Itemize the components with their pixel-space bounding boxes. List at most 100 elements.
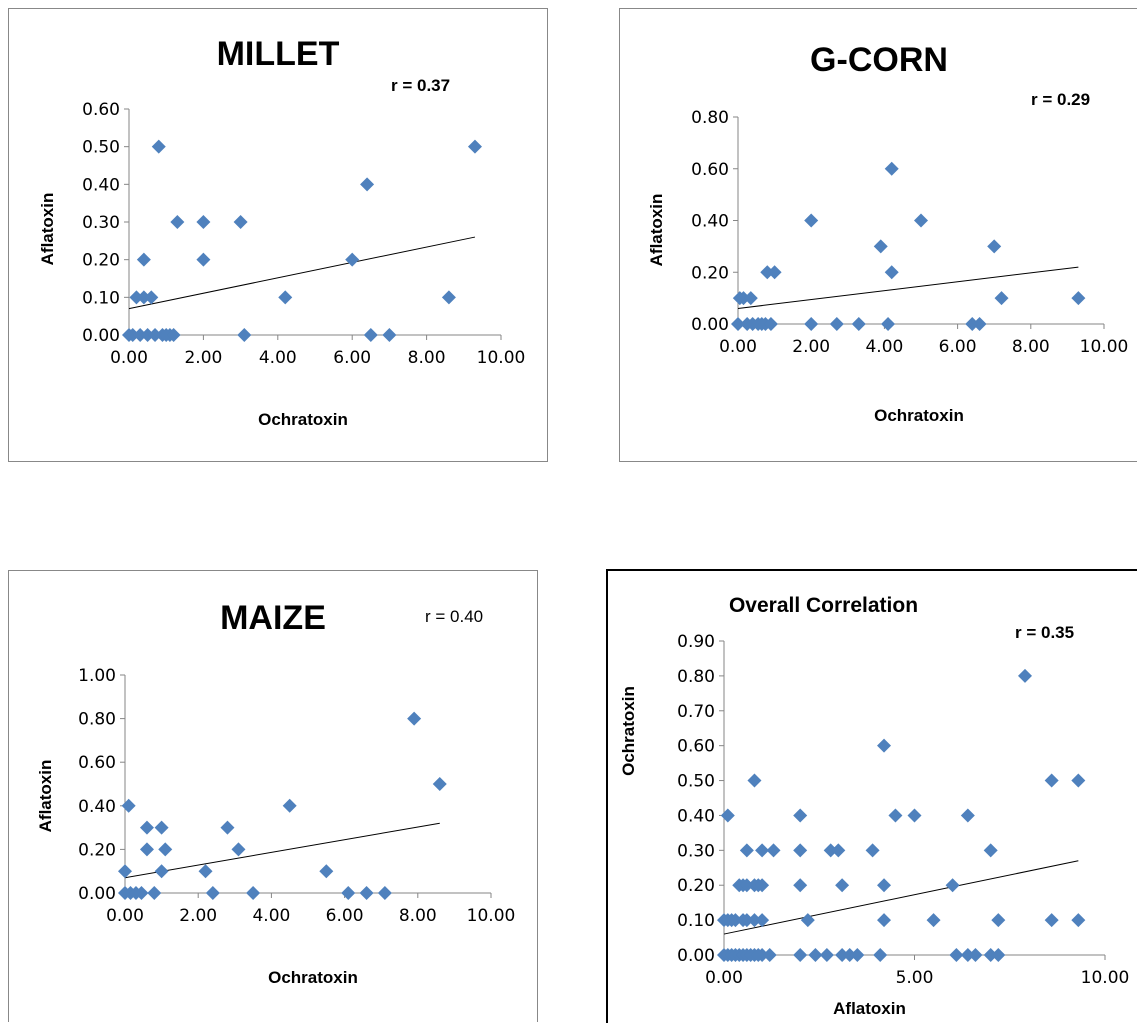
data-point-marker (804, 317, 819, 331)
y-tick-label: 0.00 (82, 326, 120, 346)
data-point-marker (196, 252, 211, 267)
y-tick-label: 0.00 (691, 315, 729, 335)
y-tick-label: 0.30 (82, 213, 120, 233)
data-point-marker (282, 798, 297, 813)
x-tick-label: 2.00 (792, 337, 830, 357)
data-point-marker (731, 317, 745, 331)
data-point-marker (760, 265, 775, 280)
data-point-marker (755, 913, 770, 928)
x-tick-label: 0.00 (106, 906, 144, 926)
data-point-marker (793, 808, 808, 823)
data-point-marker (139, 820, 154, 835)
data-point-marker (819, 948, 834, 962)
y-tick-label: 0.10 (677, 911, 715, 931)
data-point-marker (136, 290, 151, 305)
trendline (723, 860, 1079, 935)
data-point-marker (865, 843, 880, 858)
x-axis-label: Aflatoxin (833, 999, 906, 1018)
data-point-marker (842, 948, 857, 962)
chart-title: MAIZE (220, 599, 326, 637)
data-point-marker (926, 913, 941, 928)
x-tick-label: 6.00 (326, 906, 364, 926)
x-tick-label: 5.00 (896, 968, 934, 988)
data-point-marker (873, 239, 888, 254)
trendline (128, 236, 476, 310)
data-point-marker (877, 913, 892, 928)
x-tick-label: 4.00 (259, 348, 297, 368)
data-point-marker (363, 328, 378, 342)
data-point-marker (808, 948, 823, 962)
y-tick-label: 0.10 (82, 288, 120, 308)
x-tick-label: 10.00 (477, 348, 526, 368)
data-point-marker (804, 213, 819, 228)
data-point-marker (747, 913, 762, 928)
data-point-marker (965, 317, 980, 331)
data-point-marker (246, 886, 261, 900)
data-point-marker (139, 842, 154, 857)
data-point-marker (766, 843, 781, 858)
y-axis-label: Aflatoxin (38, 192, 57, 266)
data-point-marker (960, 948, 975, 962)
g-corn-chart-panel: 0.00 0.20 0.40 0.60 0.80 0.00 2.00 4.00 6.00 8.00… (619, 8, 1137, 462)
chart-title: G-CORN (810, 41, 948, 79)
data-point-marker (1071, 773, 1086, 788)
x-tick-label: 6.00 (939, 337, 977, 357)
data-point-marker (220, 820, 235, 835)
data-point-marker (736, 291, 751, 306)
data-point-marker (762, 948, 777, 962)
data-point-marker (154, 864, 169, 879)
data-point-marker (1071, 913, 1086, 928)
data-point-marker (823, 843, 838, 858)
data-point-marker (720, 808, 735, 823)
data-point-marker (831, 843, 846, 858)
data-point-marker (196, 215, 211, 229)
trendline (124, 822, 440, 879)
data-point-marker (747, 773, 762, 788)
x-axis-label: Ochratoxin (268, 968, 358, 987)
data-point-marker (972, 317, 987, 331)
data-point-marker (763, 317, 778, 331)
data-point-marker (441, 290, 456, 305)
data-point-marker (728, 913, 743, 928)
data-point-marker (983, 843, 998, 858)
x-tick-label: 10.00 (1081, 968, 1130, 988)
x-tick-label: 8.00 (399, 906, 437, 926)
data-point-marker (144, 290, 159, 305)
y-tick-label: 0.60 (82, 100, 120, 120)
data-point-marker (991, 948, 1006, 962)
data-point-marker (129, 290, 144, 305)
g-corn-scatter-plot: 0.00 0.20 0.40 0.60 0.80 0.00 2.00 4.00 6.00 8.00… (691, 108, 1128, 357)
y-tick-label: 0.80 (677, 667, 715, 687)
data-point-marker (359, 886, 374, 900)
y-tick-label: 0.30 (677, 841, 715, 861)
data-point-marker (914, 213, 928, 228)
y-tick-label: 0.50 (82, 138, 120, 158)
data-point-marker (1017, 668, 1032, 683)
maize-chart-panel: 0.00 0.20 0.40 0.60 0.80 1.00 0.00 2.00 4.00 6.00… (8, 570, 538, 1022)
trendline (737, 266, 1079, 309)
correlation-annotation: r = 0.29 (1031, 90, 1091, 109)
data-point-marker (835, 948, 850, 962)
data-point-marker (877, 738, 892, 753)
y-tick-label: 0.40 (677, 806, 715, 826)
y-axis-label: Aflatoxin (647, 193, 666, 267)
y-tick-label: 0.60 (691, 160, 729, 180)
millet-scatter-plot: 0.00 0.10 0.20 0.30 0.40 0.50 0.60 0.00 2.00 4.00… (82, 100, 526, 368)
data-point-marker (991, 913, 1006, 928)
data-point-marker (983, 948, 998, 962)
data-point-marker (994, 291, 1009, 306)
data-point-marker (278, 290, 293, 305)
y-tick-label: 0.60 (677, 737, 715, 757)
x-tick-label: 6.00 (333, 348, 371, 368)
data-point-marker (829, 317, 844, 331)
data-point-marker (793, 948, 808, 962)
y-tick-label: 0.00 (78, 884, 116, 904)
data-point-marker (767, 265, 782, 280)
data-point-marker (341, 886, 356, 900)
data-point-marker (850, 948, 865, 962)
data-point-marker (205, 886, 220, 900)
y-tick-label: 0.40 (691, 212, 729, 232)
data-point-marker (1044, 913, 1059, 928)
data-point-marker (884, 265, 899, 280)
data-point-marker (432, 777, 447, 791)
